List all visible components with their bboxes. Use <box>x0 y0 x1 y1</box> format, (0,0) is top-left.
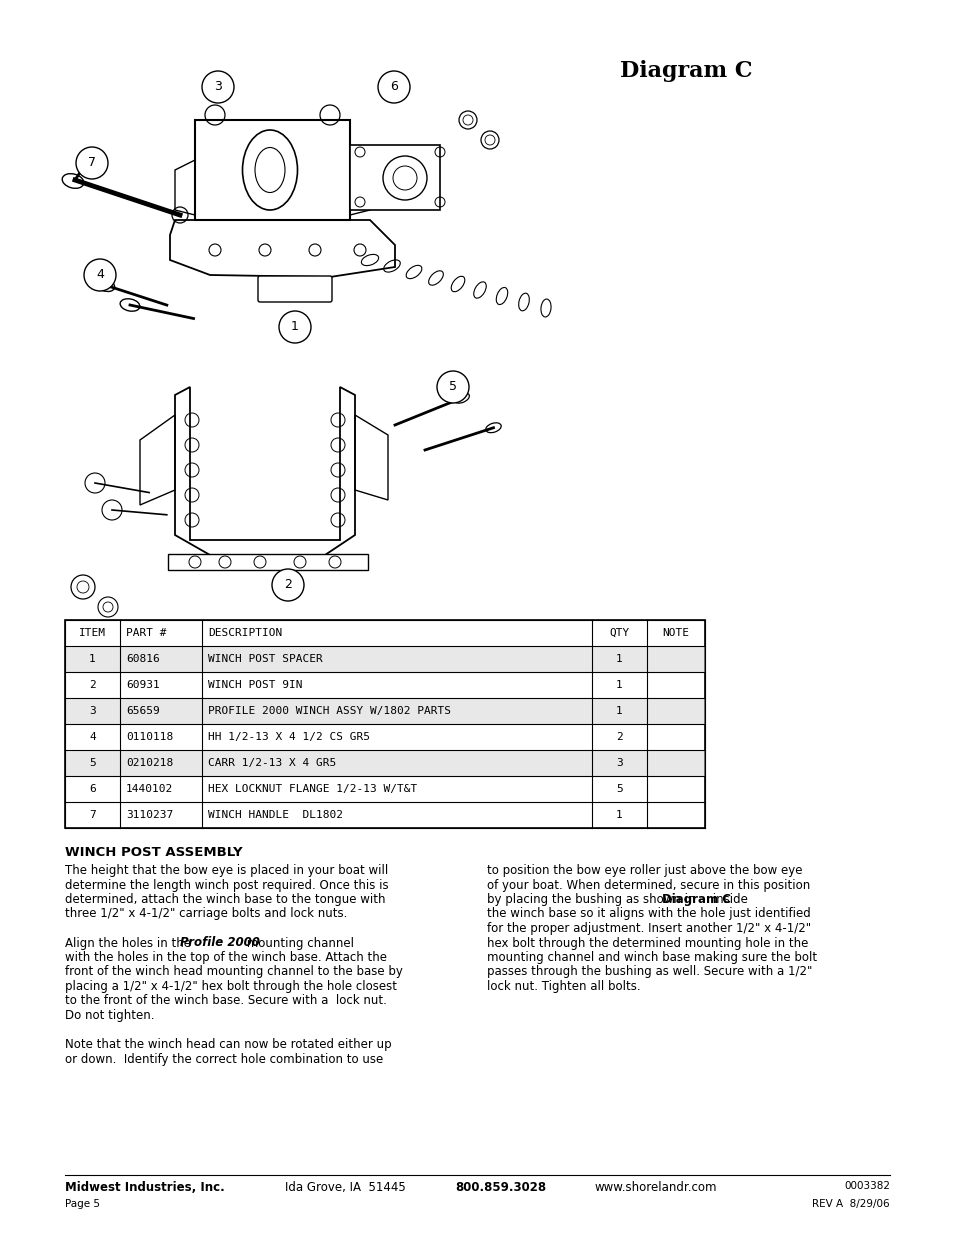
Bar <box>65 750 704 776</box>
Circle shape <box>76 147 108 179</box>
Text: 6: 6 <box>390 80 397 94</box>
Text: 3: 3 <box>616 758 622 768</box>
FancyBboxPatch shape <box>194 120 350 220</box>
Text: 1440102: 1440102 <box>126 784 173 794</box>
FancyBboxPatch shape <box>350 144 439 210</box>
Text: 65659: 65659 <box>126 706 159 716</box>
Text: 1: 1 <box>616 706 622 716</box>
Text: Page 5: Page 5 <box>65 1199 100 1209</box>
Text: front of the winch head mounting channel to the base by: front of the winch head mounting channel… <box>65 966 402 978</box>
Text: HH 1/2-13 X 4 1/2 CS GR5: HH 1/2-13 X 4 1/2 CS GR5 <box>208 732 370 742</box>
FancyBboxPatch shape <box>168 555 368 571</box>
Text: 1: 1 <box>616 810 622 820</box>
Text: placing a 1/2" x 4-1/2" hex bolt through the hole closest: placing a 1/2" x 4-1/2" hex bolt through… <box>65 981 396 993</box>
Text: three 1/2" x 4-1/2" carriage bolts and lock nuts.: three 1/2" x 4-1/2" carriage bolts and l… <box>65 908 347 920</box>
Text: Do not tighten.: Do not tighten. <box>65 1009 154 1023</box>
Text: WINCH HANDLE  DL1802: WINCH HANDLE DL1802 <box>208 810 343 820</box>
Text: 60816: 60816 <box>126 655 159 664</box>
Text: 1: 1 <box>291 321 298 333</box>
Text: determine the length winch post required. Once this is: determine the length winch post required… <box>65 878 388 892</box>
Circle shape <box>272 569 304 601</box>
Text: 4: 4 <box>96 268 104 282</box>
Circle shape <box>84 259 116 291</box>
Text: 2: 2 <box>284 578 292 592</box>
Circle shape <box>278 311 311 343</box>
Text: 1: 1 <box>616 655 622 664</box>
Text: www.shorelandr.com: www.shorelandr.com <box>595 1181 717 1194</box>
Text: 2: 2 <box>89 680 95 690</box>
Text: WINCH POST ASSEMBLY: WINCH POST ASSEMBLY <box>65 846 242 860</box>
Text: 0003382: 0003382 <box>843 1181 889 1191</box>
Text: WINCH POST 9IN: WINCH POST 9IN <box>208 680 302 690</box>
Text: of your boat. When determined, secure in this position: of your boat. When determined, secure in… <box>486 878 809 892</box>
Text: 800.859.3028: 800.859.3028 <box>455 1181 545 1194</box>
Text: HEX LOCKNUT FLANGE 1/2-13 W/T&T: HEX LOCKNUT FLANGE 1/2-13 W/T&T <box>208 784 416 794</box>
Text: 5: 5 <box>449 380 456 394</box>
Text: 60931: 60931 <box>126 680 159 690</box>
Text: mounting channel and winch base making sure the bolt: mounting channel and winch base making s… <box>486 951 817 965</box>
Text: mounting channel: mounting channel <box>243 936 354 950</box>
Text: the winch base so it aligns with the hole just identified: the winch base so it aligns with the hol… <box>486 908 810 920</box>
Text: REV A  8/29/06: REV A 8/29/06 <box>812 1199 889 1209</box>
Text: QTY: QTY <box>609 629 629 638</box>
Circle shape <box>202 70 233 103</box>
Text: determined, attach the winch base to the tongue with: determined, attach the winch base to the… <box>65 893 385 906</box>
Text: Diagram C: Diagram C <box>661 893 730 906</box>
Bar <box>65 698 704 724</box>
Text: NOTE: NOTE <box>661 629 689 638</box>
Text: passes through the bushing as well. Secure with a 1/2": passes through the bushing as well. Secu… <box>486 966 812 978</box>
Text: CARR 1/2-13 X 4 GR5: CARR 1/2-13 X 4 GR5 <box>208 758 335 768</box>
Circle shape <box>436 370 469 403</box>
Text: 5: 5 <box>89 758 95 768</box>
Text: inside: inside <box>708 893 747 906</box>
Text: 3: 3 <box>89 706 95 716</box>
Text: 3110237: 3110237 <box>126 810 173 820</box>
Text: Align the holes in the: Align the holes in the <box>65 936 194 950</box>
Text: 7: 7 <box>89 810 95 820</box>
Bar <box>65 646 704 672</box>
Text: PROFILE 2000 WINCH ASSY W/1802 PARTS: PROFILE 2000 WINCH ASSY W/1802 PARTS <box>208 706 451 716</box>
Circle shape <box>377 70 410 103</box>
Text: for the proper adjustment. Insert another 1/2" x 4-1/2": for the proper adjustment. Insert anothe… <box>486 923 810 935</box>
Text: 0210218: 0210218 <box>126 758 173 768</box>
Text: 6: 6 <box>89 784 95 794</box>
Text: 1: 1 <box>616 680 622 690</box>
FancyBboxPatch shape <box>257 275 332 303</box>
Text: 3: 3 <box>213 80 222 94</box>
Text: with the holes in the top of the winch base. Attach the: with the holes in the top of the winch b… <box>65 951 387 965</box>
Text: PART #: PART # <box>126 629 167 638</box>
Text: 0110118: 0110118 <box>126 732 173 742</box>
Text: 2: 2 <box>616 732 622 742</box>
Text: to the front of the winch base. Secure with a  lock nut.: to the front of the winch base. Secure w… <box>65 994 387 1008</box>
Text: by placing the bushing as shown in: by placing the bushing as shown in <box>486 893 699 906</box>
Text: Ida Grove, IA  51445: Ida Grove, IA 51445 <box>285 1181 405 1194</box>
Text: hex bolt through the determined mounting hole in the: hex bolt through the determined mounting… <box>486 936 807 950</box>
Text: to position the bow eye roller just above the bow eye: to position the bow eye roller just abov… <box>486 864 801 877</box>
Text: Midwest Industries, Inc.: Midwest Industries, Inc. <box>65 1181 225 1194</box>
Text: Profile 2000: Profile 2000 <box>180 936 259 950</box>
Text: The height that the bow eye is placed in your boat will: The height that the bow eye is placed in… <box>65 864 388 877</box>
Text: DESCRIPTION: DESCRIPTION <box>208 629 282 638</box>
Bar <box>65 620 704 827</box>
Text: 4: 4 <box>89 732 95 742</box>
Text: lock nut. Tighten all bolts.: lock nut. Tighten all bolts. <box>486 981 640 993</box>
Text: 7: 7 <box>88 157 96 169</box>
Text: Note that the winch head can now be rotated either up: Note that the winch head can now be rota… <box>65 1037 392 1051</box>
Text: or down.  Identify the correct hole combination to use: or down. Identify the correct hole combi… <box>65 1052 383 1066</box>
Text: 5: 5 <box>616 784 622 794</box>
Text: Diagram C: Diagram C <box>619 61 752 82</box>
Text: ITEM: ITEM <box>79 629 106 638</box>
Text: 1: 1 <box>89 655 95 664</box>
Text: WINCH POST SPACER: WINCH POST SPACER <box>208 655 322 664</box>
